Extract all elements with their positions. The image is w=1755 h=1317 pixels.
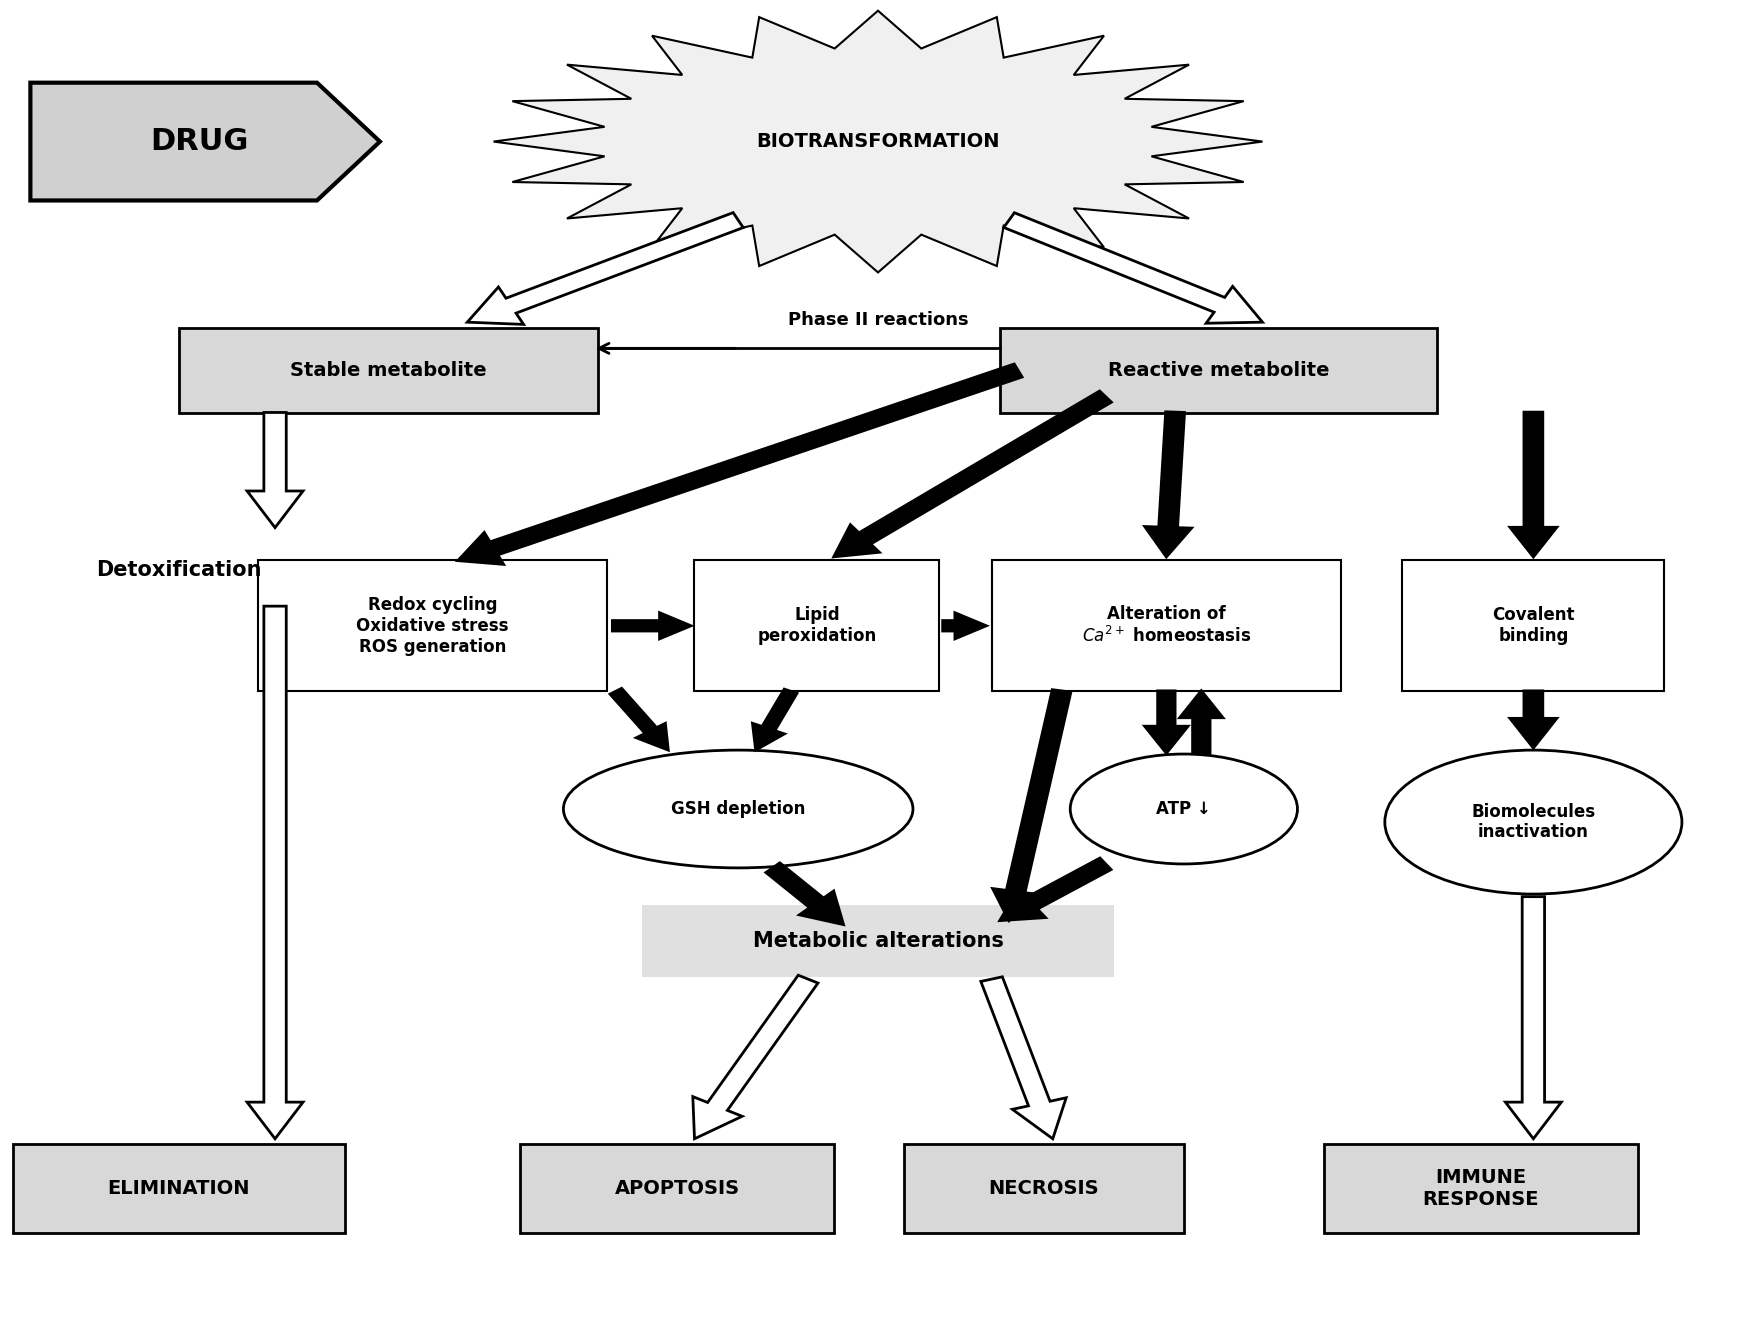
Text: IMMUNE
RESPONSE: IMMUNE RESPONSE xyxy=(1422,1168,1539,1209)
Polygon shape xyxy=(942,612,986,639)
Polygon shape xyxy=(609,689,669,751)
Ellipse shape xyxy=(1385,751,1681,894)
Polygon shape xyxy=(834,391,1111,556)
FancyBboxPatch shape xyxy=(258,560,607,691)
Text: BIOTRANSFORMATION: BIOTRANSFORMATION xyxy=(756,132,999,151)
FancyBboxPatch shape xyxy=(1402,560,1664,691)
Text: NECROSIS: NECROSIS xyxy=(988,1179,1099,1198)
Text: Lipid
peroxidation: Lipid peroxidation xyxy=(756,606,876,645)
Text: Phase II reactions: Phase II reactions xyxy=(788,311,967,329)
Text: Redox cycling
Oxidative stress
ROS generation: Redox cycling Oxidative stress ROS gener… xyxy=(356,597,509,656)
Polygon shape xyxy=(493,11,1262,273)
Polygon shape xyxy=(981,977,1065,1139)
FancyBboxPatch shape xyxy=(992,560,1341,691)
Polygon shape xyxy=(247,412,304,528)
Polygon shape xyxy=(765,863,842,925)
Polygon shape xyxy=(1144,412,1190,556)
Text: GSH depletion: GSH depletion xyxy=(670,799,806,818)
Polygon shape xyxy=(1504,897,1560,1139)
Polygon shape xyxy=(1179,691,1221,753)
Polygon shape xyxy=(1000,859,1109,921)
Text: Reactive metabolite: Reactive metabolite xyxy=(1107,361,1329,381)
Polygon shape xyxy=(458,365,1021,564)
FancyBboxPatch shape xyxy=(519,1144,834,1233)
Text: Stable metabolite: Stable metabolite xyxy=(290,361,486,381)
FancyBboxPatch shape xyxy=(1000,328,1436,414)
Text: Covalent
binding: Covalent binding xyxy=(1492,606,1574,645)
Text: Detoxification: Detoxification xyxy=(97,560,261,579)
Polygon shape xyxy=(467,212,742,324)
FancyBboxPatch shape xyxy=(1323,1144,1637,1233)
FancyBboxPatch shape xyxy=(179,328,598,414)
Text: Alteration of
$Ca^{2+}$ homeostasis: Alteration of $Ca^{2+}$ homeostasis xyxy=(1081,605,1251,647)
Text: ELIMINATION: ELIMINATION xyxy=(107,1179,249,1198)
FancyBboxPatch shape xyxy=(904,1144,1183,1233)
Polygon shape xyxy=(1144,691,1186,753)
Text: APOPTOSIS: APOPTOSIS xyxy=(614,1179,739,1198)
FancyBboxPatch shape xyxy=(642,905,1113,976)
Polygon shape xyxy=(30,83,379,200)
FancyBboxPatch shape xyxy=(693,560,939,691)
Polygon shape xyxy=(1004,213,1262,323)
Polygon shape xyxy=(693,975,818,1139)
Polygon shape xyxy=(753,689,797,751)
Polygon shape xyxy=(1509,412,1555,556)
Text: Biomolecules
inactivation: Biomolecules inactivation xyxy=(1471,802,1595,842)
Polygon shape xyxy=(993,690,1071,921)
Ellipse shape xyxy=(563,751,913,868)
Ellipse shape xyxy=(1069,755,1297,864)
Text: ATP ↓: ATP ↓ xyxy=(1157,799,1211,818)
Text: DRUG: DRUG xyxy=(151,126,249,157)
Text: Metabolic alterations: Metabolic alterations xyxy=(753,931,1002,951)
FancyBboxPatch shape xyxy=(12,1144,344,1233)
Polygon shape xyxy=(612,612,691,639)
Polygon shape xyxy=(247,606,304,1139)
Polygon shape xyxy=(1509,691,1555,748)
